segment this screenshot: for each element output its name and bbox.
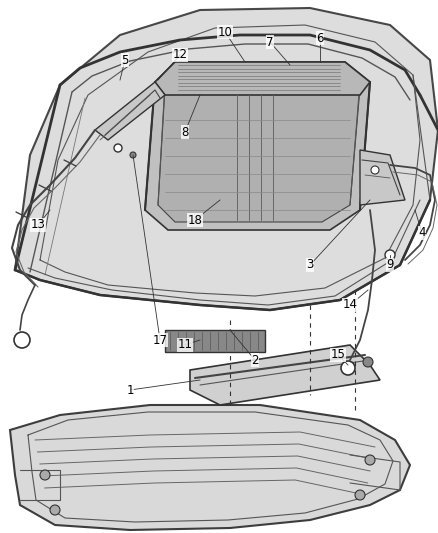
Circle shape	[370, 166, 378, 174]
Text: 12: 12	[172, 49, 187, 61]
Text: 11: 11	[177, 338, 192, 351]
Polygon shape	[145, 62, 369, 230]
Text: 7: 7	[265, 36, 273, 49]
Polygon shape	[359, 150, 404, 205]
Circle shape	[340, 361, 354, 375]
Text: 5: 5	[121, 53, 128, 67]
Text: 8: 8	[181, 125, 188, 139]
Text: 4: 4	[417, 227, 425, 239]
Circle shape	[130, 152, 136, 158]
Text: 18: 18	[187, 214, 202, 227]
Circle shape	[362, 357, 372, 367]
Text: 9: 9	[385, 259, 393, 271]
Text: 10: 10	[217, 26, 232, 38]
Circle shape	[50, 505, 60, 515]
Polygon shape	[158, 70, 359, 222]
Circle shape	[114, 144, 122, 152]
Polygon shape	[95, 82, 165, 140]
Circle shape	[364, 455, 374, 465]
Text: 17: 17	[152, 334, 167, 346]
Circle shape	[14, 332, 30, 348]
Text: 15: 15	[330, 349, 345, 361]
Polygon shape	[190, 345, 379, 405]
Polygon shape	[165, 330, 265, 352]
Text: 1: 1	[126, 384, 134, 397]
Text: 13: 13	[31, 219, 46, 231]
Polygon shape	[155, 62, 369, 95]
Circle shape	[354, 490, 364, 500]
Circle shape	[384, 250, 394, 260]
Polygon shape	[10, 405, 409, 530]
Polygon shape	[15, 8, 437, 310]
Text: 2: 2	[251, 353, 258, 367]
Text: 6: 6	[315, 31, 323, 44]
Text: 14: 14	[342, 298, 357, 311]
Circle shape	[40, 470, 50, 480]
Text: 3: 3	[306, 259, 313, 271]
